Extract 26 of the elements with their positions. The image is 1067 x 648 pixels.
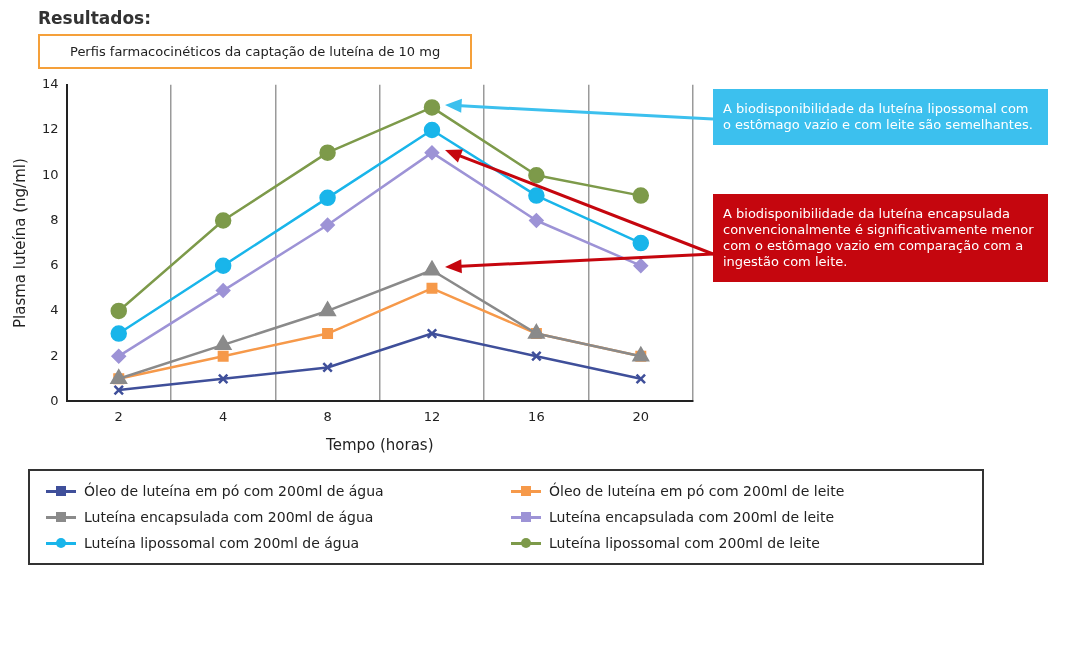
legend-label: Luteína lipossomal com 200ml de leite [549, 535, 820, 551]
y-tick-label: 2 [50, 347, 59, 363]
x-tick-label: 2 [114, 408, 123, 424]
legend-label: Óleo de luteína em pó com 200ml de leite [549, 483, 845, 499]
y-tick-label: 12 [42, 121, 59, 137]
x-tick-label: 12 [423, 408, 441, 424]
chart-subtitle: Perfis farmacocinéticos da captação de luteína de 10 mg [38, 34, 473, 69]
legend-label: Luteína lipossomal com 200ml de água [84, 535, 360, 551]
y-tick-label: 4 [50, 302, 59, 318]
y-tick-label: 10 [42, 166, 59, 182]
x-tick-label: 8 [323, 408, 332, 424]
x-tick-label: 20 [632, 408, 650, 424]
text: A biodisponibilidade da luteína lipossomal com o estômago vazio e com leite são semelhantes. [713, 89, 1048, 145]
x-tick-label: 16 [528, 408, 545, 424]
legend-label: Luteína encapsulada com 200ml de leite [549, 509, 835, 525]
y-axis-title: Plasma luteína (ng/ml) [10, 158, 29, 328]
y-tick-label: 0 [50, 392, 59, 408]
legend-label: Luteína encapsulada com 200ml de água [84, 509, 374, 525]
text: A biodisponibilidade da luteína encapsulada convencionalmente é significativamente menor com o estômago vazio em comparação com a ingestão com leite. [713, 194, 1048, 282]
y-tick-label: 6 [50, 257, 59, 273]
legend-label: Óleo de luteína em pó com 200ml de água [84, 483, 384, 499]
chart-title: Resultados: [38, 8, 153, 28]
x-axis-title: Tempo (horas) [325, 435, 434, 454]
y-tick-label: 14 [42, 76, 59, 92]
y-tick-label: 8 [50, 211, 59, 227]
x-tick-label: 4 [219, 408, 228, 424]
